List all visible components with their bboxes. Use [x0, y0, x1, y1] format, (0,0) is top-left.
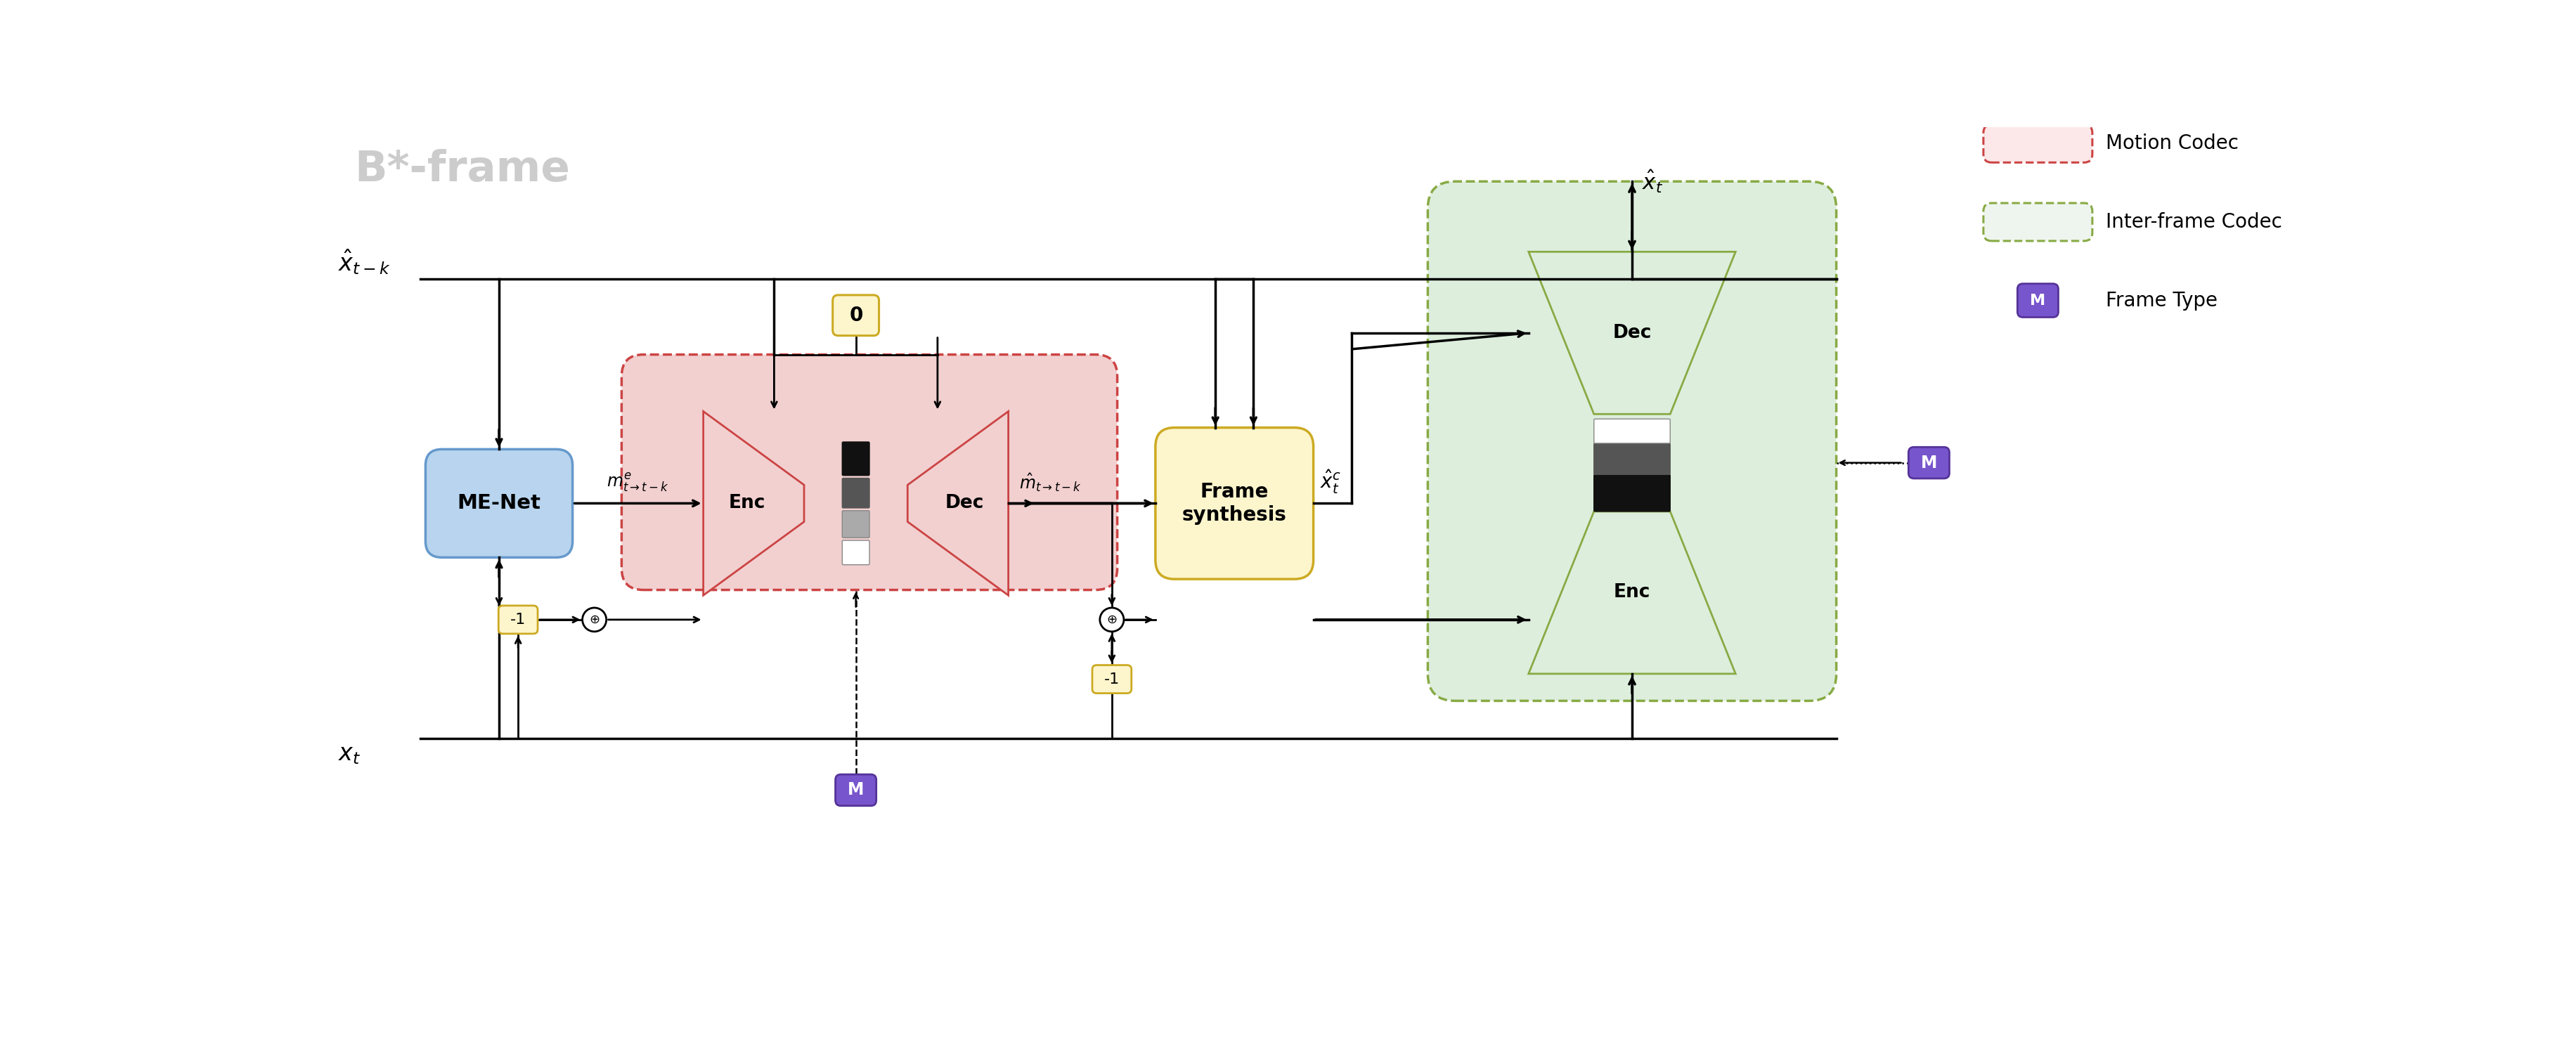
FancyBboxPatch shape [1909, 447, 1950, 479]
Text: M: M [1922, 454, 1937, 471]
Text: ME-Net: ME-Net [459, 493, 541, 514]
FancyBboxPatch shape [621, 354, 1118, 590]
Text: $\hat{x}_t$: $\hat{x}_t$ [1641, 169, 1664, 194]
Polygon shape [1528, 251, 1736, 414]
Text: M: M [848, 782, 863, 799]
Text: $\oplus$: $\oplus$ [590, 613, 600, 626]
Text: Motion Codec: Motion Codec [2107, 134, 2239, 154]
Text: -1: -1 [1105, 673, 1121, 686]
FancyBboxPatch shape [1984, 124, 2092, 162]
Text: $\hat{x}^c_t$: $\hat{x}^c_t$ [1319, 468, 1342, 495]
Text: $\hat{x}_{t-k}$: $\hat{x}_{t-k}$ [337, 247, 392, 276]
Text: Frame Type: Frame Type [2107, 291, 2218, 310]
FancyBboxPatch shape [1595, 474, 1669, 511]
Text: Enc: Enc [1613, 584, 1651, 602]
FancyBboxPatch shape [835, 775, 876, 805]
Polygon shape [703, 412, 804, 595]
Text: Dec: Dec [945, 494, 984, 512]
FancyBboxPatch shape [1984, 203, 2092, 241]
Text: -1: -1 [510, 612, 526, 627]
FancyBboxPatch shape [842, 442, 871, 475]
Circle shape [582, 608, 605, 631]
Text: $\hat{m}_{t\rightarrow t-k}$: $\hat{m}_{t\rightarrow t-k}$ [1020, 472, 1082, 493]
FancyBboxPatch shape [1595, 419, 1669, 443]
FancyBboxPatch shape [1595, 443, 1669, 474]
Text: M: M [2030, 294, 2045, 308]
FancyBboxPatch shape [842, 540, 871, 564]
FancyBboxPatch shape [425, 449, 572, 557]
Text: Dec: Dec [1613, 324, 1651, 342]
Text: $x_t$: $x_t$ [337, 743, 361, 766]
Circle shape [1100, 608, 1123, 631]
FancyBboxPatch shape [842, 510, 871, 538]
Text: $\mathbf{0}$: $\mathbf{0}$ [850, 306, 863, 325]
Text: B*-frame: B*-frame [355, 149, 569, 190]
FancyBboxPatch shape [1427, 181, 1837, 701]
Polygon shape [1528, 511, 1736, 674]
FancyBboxPatch shape [2017, 283, 2058, 317]
FancyBboxPatch shape [1092, 665, 1131, 693]
FancyBboxPatch shape [1157, 428, 1314, 579]
FancyBboxPatch shape [832, 295, 878, 335]
Polygon shape [907, 412, 1007, 595]
Text: Inter-frame Codec: Inter-frame Codec [2107, 212, 2282, 232]
Text: $\oplus$: $\oplus$ [1108, 613, 1118, 626]
Text: Frame
synthesis: Frame synthesis [1182, 482, 1288, 524]
FancyBboxPatch shape [500, 606, 538, 633]
Text: $m^e_{t\rightarrow t-k}$: $m^e_{t\rightarrow t-k}$ [608, 472, 670, 493]
Text: Enc: Enc [729, 494, 765, 512]
FancyBboxPatch shape [842, 479, 871, 508]
